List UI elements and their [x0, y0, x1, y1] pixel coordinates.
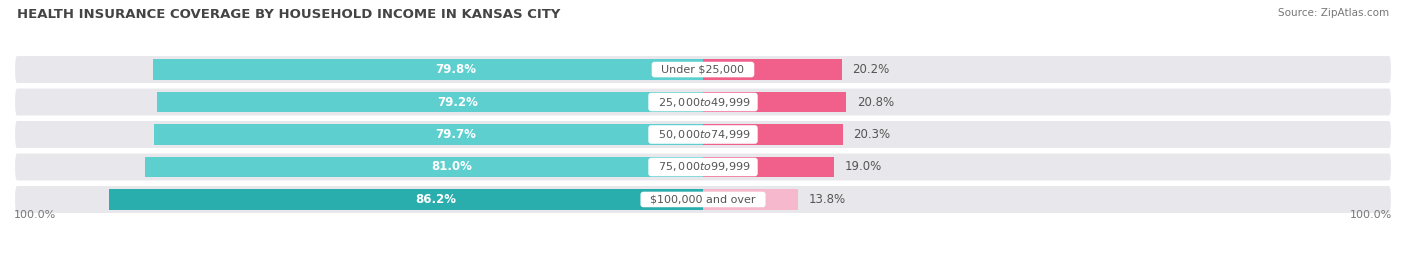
FancyBboxPatch shape — [14, 55, 1392, 84]
Text: 86.2%: 86.2% — [415, 193, 457, 206]
Text: $50,000 to $74,999: $50,000 to $74,999 — [651, 128, 755, 141]
Text: 81.0%: 81.0% — [432, 161, 472, 174]
Text: 79.8%: 79.8% — [434, 63, 477, 76]
Bar — [703, 125, 842, 144]
FancyBboxPatch shape — [14, 120, 1392, 149]
FancyBboxPatch shape — [14, 87, 1392, 116]
Bar — [153, 59, 703, 80]
Bar — [703, 189, 799, 210]
Bar — [153, 125, 703, 144]
Text: $75,000 to $99,999: $75,000 to $99,999 — [651, 161, 755, 174]
Text: 100.0%: 100.0% — [14, 210, 56, 220]
Text: 20.3%: 20.3% — [853, 128, 890, 141]
Bar — [703, 157, 834, 177]
Text: $100,000 and over: $100,000 and over — [644, 194, 762, 204]
Text: Under $25,000: Under $25,000 — [655, 65, 751, 75]
Bar — [110, 189, 703, 210]
Text: Source: ZipAtlas.com: Source: ZipAtlas.com — [1278, 8, 1389, 18]
Text: 79.2%: 79.2% — [437, 95, 478, 108]
Text: 20.8%: 20.8% — [856, 95, 894, 108]
Text: 20.2%: 20.2% — [852, 63, 890, 76]
Bar — [145, 157, 703, 177]
Bar — [703, 59, 842, 80]
Text: HEALTH INSURANCE COVERAGE BY HOUSEHOLD INCOME IN KANSAS CITY: HEALTH INSURANCE COVERAGE BY HOUSEHOLD I… — [17, 8, 560, 21]
FancyBboxPatch shape — [14, 153, 1392, 182]
Text: $25,000 to $49,999: $25,000 to $49,999 — [651, 95, 755, 108]
Text: 100.0%: 100.0% — [1350, 210, 1392, 220]
Text: 79.7%: 79.7% — [436, 128, 477, 141]
FancyBboxPatch shape — [14, 185, 1392, 214]
Text: 13.8%: 13.8% — [808, 193, 845, 206]
Text: 19.0%: 19.0% — [844, 161, 882, 174]
Bar — [703, 92, 846, 112]
Bar — [157, 92, 703, 112]
